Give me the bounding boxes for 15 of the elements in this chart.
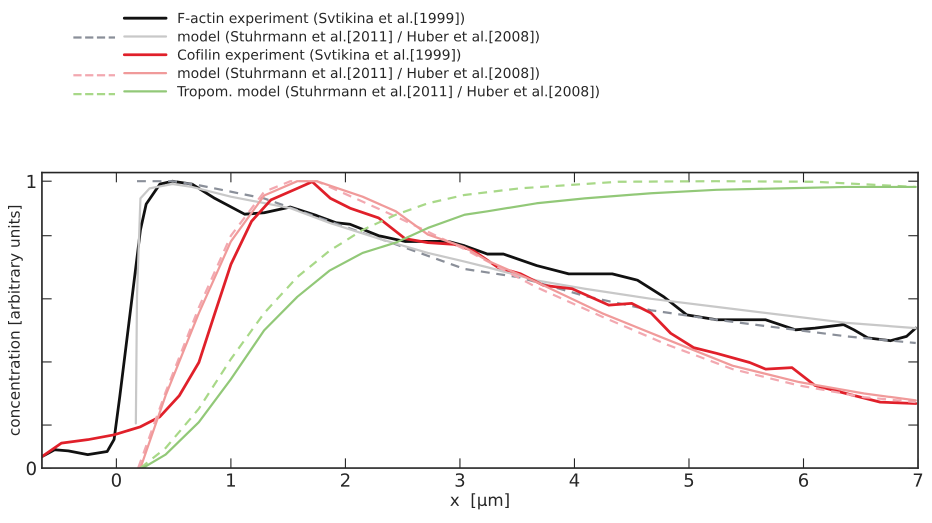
x-tick-label: 5 (684, 474, 694, 487)
x-tick-label: 2 (341, 473, 350, 487)
legend-label: F-actin experiment (Svtikina et al.[1999]) (178, 12, 464, 26)
legend-label: Tropom. model (Stuhrmann et al.[2011] / Huber et al.[2008]) (177, 86, 599, 100)
x-tick-label: 6 (799, 473, 808, 487)
legend-label: Cofilin experiment (Svtikina et al.[1999]) (178, 49, 460, 63)
legend-label: model (Stuhrmann et al.[2011] / Huber et al.[2008]) (178, 30, 539, 44)
y-axis-title: concentration [arbitrary units] (8, 206, 23, 436)
x-tick-label: 1 (227, 474, 235, 487)
x-tick-label: 4 (570, 474, 580, 487)
x-tick-label: 7 (914, 474, 922, 487)
x-axis-title: x [µm] (450, 493, 509, 510)
x-tick-label: 3 (456, 473, 464, 487)
x-tick-label: 0 (112, 473, 121, 487)
legend-label: model (Stuhrmann et al.[2011] / Huber et al.[2008]) (178, 67, 539, 80)
